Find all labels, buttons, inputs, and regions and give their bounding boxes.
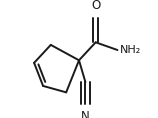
Text: O: O: [91, 0, 100, 12]
Text: N: N: [81, 110, 90, 118]
Text: NH₂: NH₂: [119, 45, 141, 55]
